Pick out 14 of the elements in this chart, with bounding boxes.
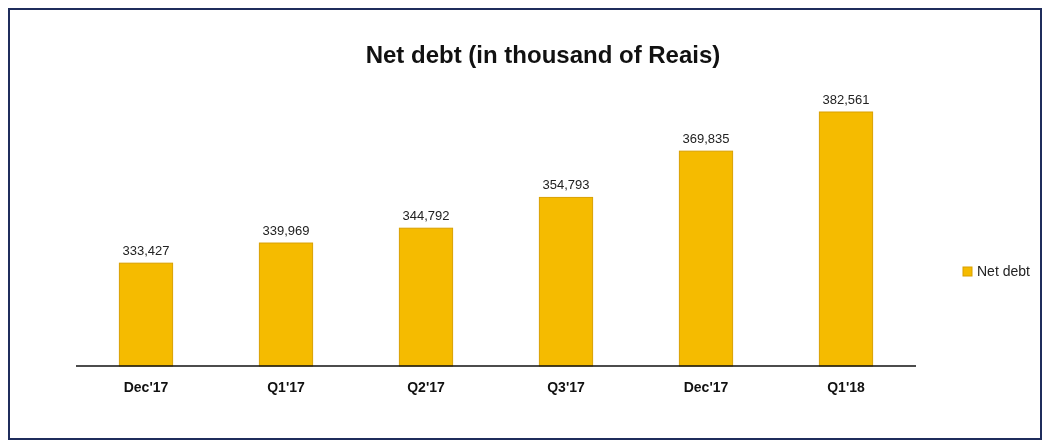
data-label: 333,427 — [122, 243, 170, 259]
x-tick-label: Q2'17 — [407, 379, 445, 395]
chart-title: Net debt (in thousand of Reais) — [365, 41, 721, 68]
data-label: 354,793 — [542, 177, 590, 193]
x-tick-label: Dec'17 — [683, 379, 729, 395]
x-tick-label: Dec'17 — [123, 379, 169, 395]
data-label: 369,835 — [682, 131, 730, 147]
legend-label: Net debt — [977, 263, 1031, 279]
x-tick-label: Q3'17 — [547, 379, 585, 395]
data-label: 382,561 — [822, 92, 870, 107]
x-tick-label: Q1'17 — [267, 379, 305, 395]
data-label: 344,792 — [402, 208, 450, 224]
x-tick-label: Q1'18 — [827, 379, 865, 395]
data-label: 339,969 — [262, 223, 310, 239]
